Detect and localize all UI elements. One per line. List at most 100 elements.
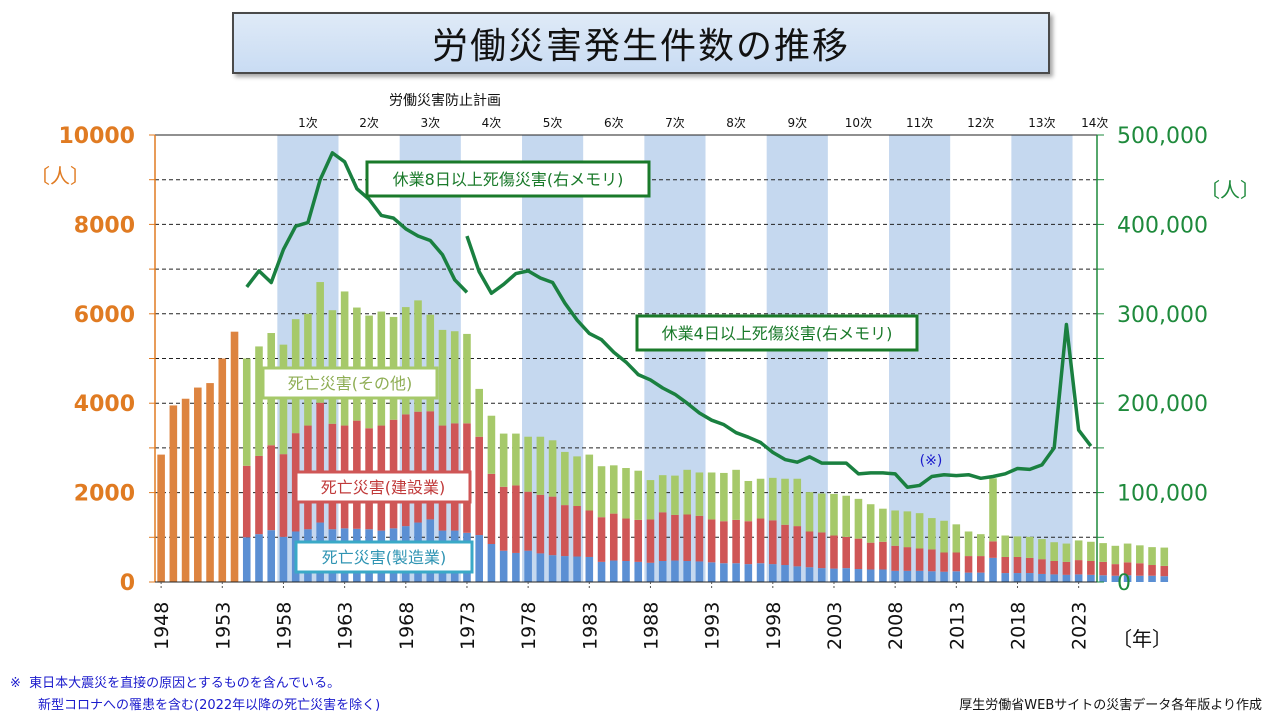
bar-manufacturing [646,562,655,582]
bar-manufacturing [1160,576,1169,582]
bar-manufacturing [499,550,508,582]
y-tick-label: 8000 [74,213,135,238]
bar-other [414,300,422,412]
bar-other [866,504,875,543]
bar-construction [695,515,704,562]
bar-manufacturing [891,570,899,582]
plan-label: 6次 [604,116,624,130]
bar-manufacturing [854,569,863,582]
bar-manufacturing [1050,574,1058,582]
bar-other [1050,542,1058,561]
bar-construction [793,526,802,567]
bar-other [536,436,545,495]
bar-manufacturing [769,564,777,582]
bar-other [524,436,532,492]
bar-other [1111,545,1120,565]
bar-construction [854,538,863,570]
bar-other [401,307,410,415]
y-tick-label: 6000 [74,303,135,328]
bar-manufacturing [1087,574,1095,582]
bar-total [181,398,190,582]
bar-manufacturing [903,570,912,582]
bar-construction [279,454,288,537]
x-tick-label: 1968 [396,602,418,650]
source-note: 厚生労働省WEBサイトの災害データ各年版より作成 [959,698,1262,713]
bar-construction [830,535,838,569]
bar-other [1123,543,1132,563]
x-tick-label: 1978 [518,602,540,650]
bar-manufacturing [928,571,936,582]
bar-construction [817,532,826,569]
bar-total [218,358,227,582]
bar-other [658,475,667,513]
footnote-marker: ※ [10,676,21,691]
x-tick-label: 2013 [946,602,968,650]
bar-manufacturing [976,572,985,582]
bar-other [1099,543,1107,562]
plan-label: 3次 [420,116,440,130]
bar-construction [805,531,814,568]
footnote-line2: 新型コロナへの罹患を含む(2022年以降の死亡災害を除く) [38,698,381,713]
bar-construction [769,520,777,565]
bar-manufacturing [255,534,263,582]
bar-other [756,478,765,519]
label-line-8day-box [365,160,651,198]
x-tick-label: 2023 [1069,602,1091,650]
y2-tick-label: 300,000 [1117,303,1208,328]
bar-construction [915,548,924,571]
bar-construction [658,512,667,561]
bar-manufacturing [720,563,728,582]
bar-construction [989,541,997,558]
label-line-4day-box [635,314,919,352]
bar-other [561,451,569,506]
bar-construction [940,552,948,572]
bar-other [781,478,789,525]
bar-construction [646,519,655,563]
label-manufacturing: 死亡災害(製造業) [322,548,447,567]
x-tick-label: 1998 [763,602,785,650]
bar-construction [976,556,985,573]
bar-manufacturing [475,535,483,582]
bar-other [940,520,948,553]
bar-other [830,493,838,536]
bar-construction [964,556,973,573]
bar-construction [634,519,643,562]
y-tick-label: 2000 [74,482,135,507]
bar-other [499,433,508,487]
bar-other [609,465,618,514]
bar-other [842,495,851,537]
bar-manufacturing [536,553,545,582]
bar-construction [414,411,422,523]
bar-manufacturing [695,561,704,582]
bar-construction [1038,559,1046,574]
x-tick-label: 1948 [151,602,173,650]
bar-construction [720,521,728,564]
bar-other [548,440,557,497]
x-tick-label: 2018 [1007,602,1029,650]
bar-other [817,493,826,533]
bar-construction [597,517,606,562]
bar-other [891,510,899,546]
bar-other [1074,540,1083,561]
line-8day [245,151,469,294]
y2-tick-label: 400,000 [1117,213,1208,238]
bar-construction [1050,560,1058,575]
bar-construction [732,519,740,564]
plan-title: 労働災害防止計画 [389,93,501,109]
bar-other [976,534,985,557]
bar-total [194,387,202,582]
bar-manufacturing [989,557,997,582]
y2-tick-label: 200,000 [1117,392,1208,417]
bar-other [707,472,716,520]
bar-manufacturing [879,569,887,582]
bar-other [450,331,459,424]
bar-construction [744,521,753,565]
bar-other [573,456,581,507]
bar-manufacturing [658,560,667,582]
bar-construction [756,518,765,564]
bar-construction [548,496,557,556]
bar-construction [585,510,594,557]
y-tick-label: 0 [120,571,135,596]
bar-other [1087,541,1095,561]
bar-construction [842,536,851,569]
